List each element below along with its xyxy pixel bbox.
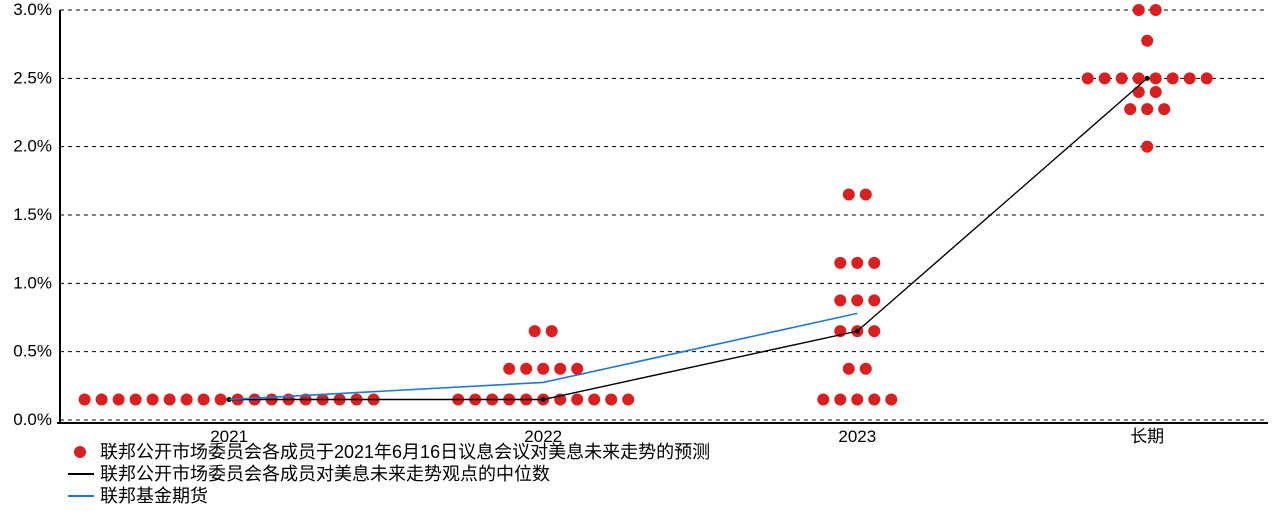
fomc-dot: [868, 325, 880, 337]
fomc-dot: [181, 394, 193, 406]
fomc-dot: [851, 394, 863, 406]
fomc-dot: [546, 325, 558, 337]
fomc-dot: [843, 189, 855, 201]
fomc-dot: [1141, 35, 1153, 47]
fomc-dot: [1133, 4, 1145, 16]
fomc-dot: [537, 363, 549, 375]
y-tick-label: 0.5%: [13, 342, 52, 361]
fomc-dot: [843, 363, 855, 375]
fomc-dot: [834, 394, 846, 406]
median-marker: [855, 329, 860, 334]
fomc-dot: [79, 394, 91, 406]
chart-svg: 0.0%0.5%1.0%1.5%2.0%2.5%3.0%202120222023…: [0, 0, 1280, 517]
fomc-dot: [622, 394, 634, 406]
fomc-dot: [198, 394, 210, 406]
fomc-dot: [130, 394, 142, 406]
fomc-dot: [1150, 4, 1162, 16]
fomc-dot: [834, 294, 846, 306]
fomc-dot: [1167, 72, 1179, 84]
fomc-dot: [571, 394, 583, 406]
fomc-dot: [1141, 141, 1153, 153]
fomc-dot: [834, 257, 846, 269]
x-category-label: 长期: [1130, 427, 1164, 446]
y-tick-label: 3.0%: [13, 0, 52, 19]
y-tick-label: 0.0%: [13, 410, 52, 429]
fomc-dot: [1082, 72, 1094, 84]
fomc-dot: [1158, 103, 1170, 115]
y-tick-label: 1.0%: [13, 273, 52, 292]
y-tick-label: 2.0%: [13, 137, 52, 156]
fomc-dot: [554, 363, 566, 375]
fomc-dot: [851, 257, 863, 269]
fomc-dot: [1099, 72, 1111, 84]
fomc-dot: [529, 325, 541, 337]
fomc-dot: [588, 394, 600, 406]
fomc-dot: [1150, 72, 1162, 84]
fomc-dot: [868, 294, 880, 306]
fomc-dot: [1150, 86, 1162, 98]
x-category-label: 2023: [838, 427, 876, 446]
fomc-dot: [885, 394, 897, 406]
fomc-dot: [147, 394, 159, 406]
legend-label: 联邦公开市场委员会各成员对美息未来走势观点的中位数: [100, 464, 550, 484]
fomc-dot: [817, 394, 829, 406]
fomc-dot: [1124, 103, 1136, 115]
fomc-dot: [860, 189, 872, 201]
fomc-dot: [868, 257, 880, 269]
median-marker: [541, 397, 546, 402]
fomc-dot: [860, 363, 872, 375]
fomc-dot: [1116, 72, 1128, 84]
fomc-dot: [605, 394, 617, 406]
legend-label: 联邦公开市场委员会各成员于2021年6月16日议息会议对美息未来走势的预测: [100, 442, 710, 462]
fomc-dot: [96, 394, 108, 406]
median-marker: [1145, 76, 1150, 81]
fomc-dot: [1133, 86, 1145, 98]
legend-marker-dot: [74, 446, 86, 458]
fomc-dot: [1184, 72, 1196, 84]
fomc-dot: [113, 394, 125, 406]
fomc-dot: [164, 394, 176, 406]
legend-label: 联邦基金期货: [100, 486, 208, 506]
fomc-dot: [571, 363, 583, 375]
fomc-dot: [868, 394, 880, 406]
fomc-dot: [503, 363, 515, 375]
y-tick-label: 1.5%: [13, 205, 52, 224]
fomc-dot: [1201, 72, 1213, 84]
fomc-dot: [1141, 103, 1153, 115]
fomc-dot: [520, 363, 532, 375]
fomc-dot: [851, 294, 863, 306]
fomc-dotplot-chart: 0.0%0.5%1.0%1.5%2.0%2.5%3.0%202120222023…: [0, 0, 1280, 517]
fomc-dot: [215, 394, 227, 406]
y-tick-label: 2.5%: [13, 68, 52, 87]
